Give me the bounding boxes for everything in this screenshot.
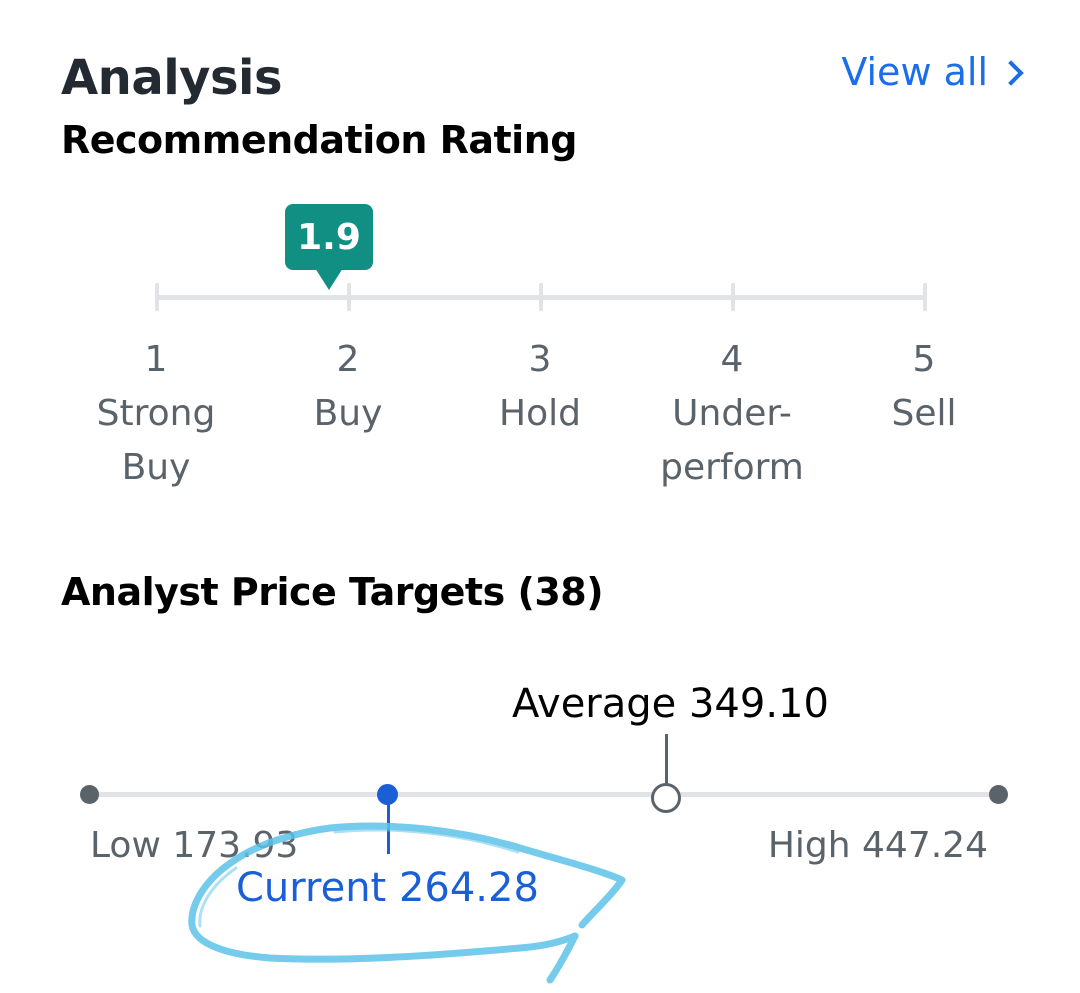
rating-scale-tick: [923, 283, 927, 311]
rating-scale-text: Buy: [313, 393, 383, 434]
average-price-stem: [665, 734, 668, 784]
rating-scale-tick: [347, 283, 351, 311]
rating-badge-pointer: [315, 268, 343, 290]
high-target-dot: [989, 785, 1008, 804]
low-target-dot: [80, 785, 99, 804]
rating-scale-tick: [731, 283, 735, 311]
rating-scale-label-4: 4 Under-perform: [642, 333, 822, 495]
rating-scale-tick: [539, 283, 543, 311]
recommendation-rating-title: Recommendation Rating: [61, 118, 577, 162]
rating-scale-number: 4: [720, 339, 744, 380]
high-target-label: High 447.24: [767, 825, 988, 866]
current-price-label: Current 264.28: [236, 865, 539, 911]
section-title: Analysis: [61, 50, 283, 106]
current-price-stem: [387, 800, 390, 854]
rating-scale-label-1: 1 Strong Buy: [66, 333, 246, 495]
rating-scale-text: Strong Buy: [96, 393, 216, 488]
current-price-dot: [377, 784, 398, 805]
average-target-marker: [651, 783, 681, 813]
rating-scale-number: 3: [528, 339, 552, 380]
rating-scale-tick: [155, 283, 159, 311]
view-all-label: View all: [841, 50, 988, 94]
chevron-right-icon: [998, 60, 1024, 86]
rating-scale-text: Sell: [891, 393, 957, 434]
price-target-track: [88, 792, 1000, 797]
rating-scale-number: 1: [144, 339, 168, 380]
view-all-link[interactable]: View all: [841, 48, 1024, 96]
rating-badge: 1.9: [285, 204, 373, 270]
rating-scale-label-3: 3 Hold: [450, 333, 630, 441]
rating-scale-label-2: 2 Buy: [258, 333, 438, 441]
rating-scale-label-5: 5 Sell: [834, 333, 1014, 441]
rating-scale-text: Hold: [499, 393, 581, 434]
average-price-label: Average 349.10: [512, 681, 829, 727]
price-targets-title: Analyst Price Targets (38): [61, 570, 604, 614]
rating-scale-text: Under-perform: [660, 393, 804, 488]
rating-scale-number: 2: [336, 339, 360, 380]
rating-scale-number: 5: [912, 339, 936, 380]
